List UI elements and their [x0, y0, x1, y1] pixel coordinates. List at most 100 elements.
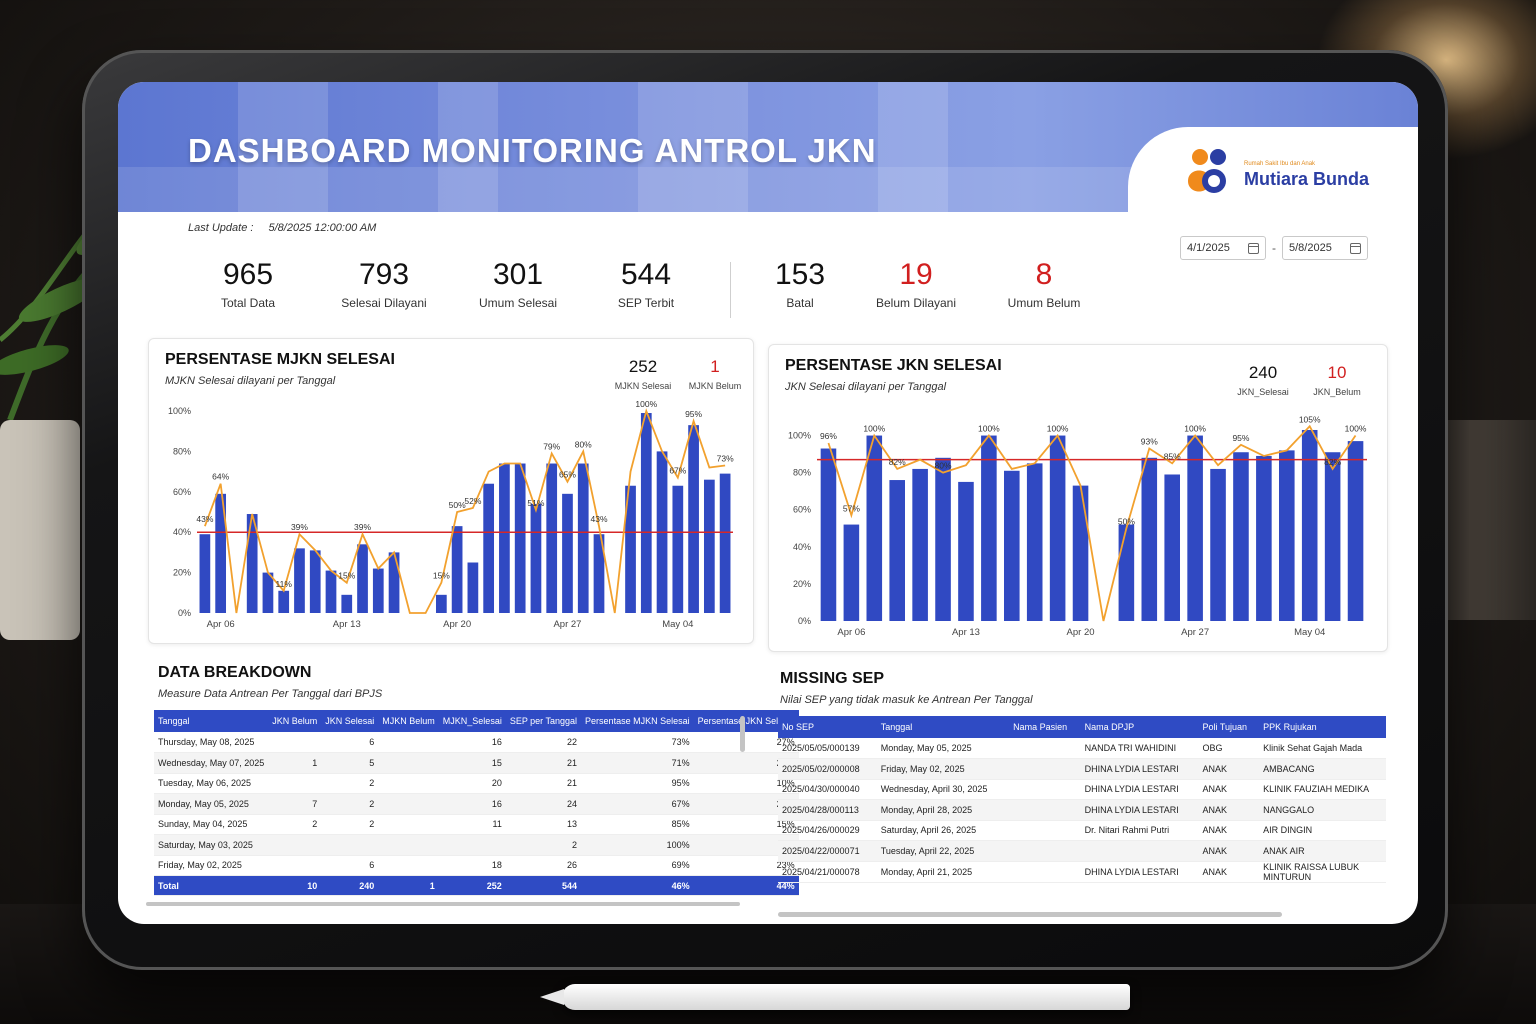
- table-cell: 21: [505, 752, 582, 774]
- table-cell: 21: [505, 773, 582, 794]
- x-tick-label: Apr 20: [443, 619, 471, 630]
- table-row[interactable]: 2025/04/21/000078 Monday, April 21, 2025 D…: [778, 861, 1386, 883]
- table-cell: [1009, 758, 1081, 780]
- table-cell: ANAK: [1198, 799, 1260, 821]
- col-header[interactable]: Persentase MJKN Selesai: [581, 710, 694, 732]
- bar: [246, 514, 258, 613]
- table-cell: 2: [505, 834, 582, 856]
- bar: [1026, 463, 1043, 621]
- bar: [1187, 435, 1203, 621]
- table-cell: 2025/04/26/000029: [778, 820, 877, 841]
- data-label: 65%: [559, 470, 576, 480]
- y-tick-label: 40%: [173, 527, 191, 537]
- data-label: 100%: [978, 424, 1000, 434]
- start-date-input[interactable]: 4/1/2025: [1180, 236, 1266, 260]
- table-cell: [378, 834, 439, 856]
- table-cell: [378, 814, 439, 835]
- bar: [843, 524, 860, 621]
- kpi-value: 793: [358, 258, 410, 291]
- breakdown-subtitle: Measure Data Antrean Per Tanggal dari BP…: [158, 688, 383, 700]
- bar: [372, 568, 384, 613]
- breakdown-scrollbar[interactable]: [740, 716, 745, 752]
- y-tick-label: 0%: [798, 616, 811, 626]
- table-row[interactable]: Saturday, May 03, 2025 2 100%: [154, 834, 799, 856]
- calendar-icon[interactable]: [1350, 242, 1361, 254]
- data-label: 95%: [1232, 433, 1249, 443]
- table-cell: Saturday, April 26, 2025: [876, 820, 1010, 841]
- table-cell: 2025/04/22/000071: [778, 840, 877, 862]
- table-cell: Tuesday, May 06, 2025: [154, 773, 269, 794]
- table-cell: 2025/04/28/000113: [778, 799, 877, 821]
- table-cell: [693, 834, 799, 856]
- bar: [820, 448, 837, 621]
- table-cell: [1009, 738, 1081, 759]
- data-label: 100%: [863, 424, 885, 434]
- y-tick-label: 60%: [793, 505, 811, 515]
- col-header[interactable]: JKN Belum: [268, 710, 322, 732]
- col-header[interactable]: MJKN_Selesai: [438, 710, 506, 732]
- table-row[interactable]: 2025/04/28/000113 Monday, April 28, 2025 D…: [778, 799, 1386, 821]
- table-cell: DHINA LYDIA LESTARI: [1080, 861, 1199, 883]
- x-tick-label: Apr 13: [333, 619, 361, 630]
- end-date-input[interactable]: 5/8/2025: [1282, 236, 1368, 260]
- col-header[interactable]: Nama DPJP: [1080, 716, 1199, 738]
- jkn-selesai-stat: 240 JKN_Selesai: [1223, 363, 1303, 397]
- data-label: 51%: [527, 498, 544, 508]
- col-header[interactable]: Persentase JKN Selesai: [693, 710, 799, 732]
- table-cell: 95%: [581, 773, 694, 794]
- mjkn-chart-title: PERSENTASE MJKN SELESAI: [165, 351, 395, 368]
- kpi-sep-terbit: 544 SEP Terbit: [576, 258, 716, 310]
- table-cell: [1009, 820, 1081, 841]
- bar: [467, 562, 479, 613]
- table-cell: [1009, 861, 1081, 883]
- col-header[interactable]: MJKN Belum: [378, 710, 439, 732]
- table-cell: [378, 773, 439, 794]
- table-cell: 6: [321, 732, 379, 753]
- bar: [262, 572, 274, 613]
- table-row[interactable]: Friday, May 02, 2025 6 18 26 69% 23%: [154, 855, 799, 876]
- table-cell: ANAK AIR: [1259, 840, 1386, 862]
- bar: [546, 463, 558, 613]
- calendar-icon[interactable]: [1248, 242, 1259, 254]
- bar: [483, 483, 495, 613]
- table-cell: [1080, 840, 1199, 862]
- dashboard-screen: DASHBOARD MONITORING ANTROL JKN Rumah Sa…: [118, 82, 1418, 924]
- missing-sep-h-scrollbar[interactable]: [778, 912, 1282, 917]
- table-row[interactable]: Sunday, May 04, 2025 2 2 11 13 85% 15%: [154, 814, 799, 835]
- table-row[interactable]: 2025/04/22/000071 Tuesday, April 22, 2025…: [778, 840, 1386, 862]
- x-tick-label: May 04: [1294, 627, 1325, 638]
- table-row[interactable]: Tuesday, May 06, 2025 2 20 21 95% 10%: [154, 773, 799, 794]
- data-label: 50%: [1118, 516, 1135, 526]
- breakdown-h-scrollbar[interactable]: [146, 902, 740, 906]
- table-cell: 13: [505, 814, 582, 835]
- bar: [435, 594, 447, 613]
- stat-value: 240: [1248, 363, 1278, 382]
- jkn-bar-chart: 0% 20% 40% 60% 80% 100% 96% 57% 100% 82% 80% 100% 10…: [788, 414, 1367, 638]
- table-row[interactable]: Thursday, May 08, 2025 6 16 22 73% 27%: [154, 732, 799, 753]
- table-cell: ANAK: [1198, 840, 1260, 862]
- table-cell: Dr. Nitari Rahmi Putri: [1080, 820, 1199, 841]
- jkn-chart-card: PERSENTASE JKN SELESAI JKN Selesai dilay…: [768, 344, 1388, 652]
- bar: [1324, 452, 1341, 621]
- bar: [1301, 429, 1318, 621]
- col-header[interactable]: PPK Rujukan: [1259, 716, 1386, 738]
- col-header[interactable]: Poli Tujuan: [1198, 716, 1260, 738]
- x-tick-label: Apr 06: [837, 627, 865, 638]
- table-row[interactable]: 2025/04/30/000040 Wednesday, April 30, 20…: [778, 779, 1386, 800]
- table-row[interactable]: 2025/04/26/000029 Saturday, April 26, 202…: [778, 820, 1386, 841]
- col-header[interactable]: JKN Selesai: [321, 710, 379, 732]
- col-header[interactable]: No SEP: [778, 716, 877, 738]
- table-cell: Monday, May 05, 2025: [154, 793, 269, 815]
- col-header[interactable]: SEP per Tanggal: [505, 710, 582, 732]
- col-header[interactable]: Nama Pasien: [1009, 716, 1081, 738]
- table-row[interactable]: 2025/05/02/000008 Friday, May 02, 2025 DHI…: [778, 758, 1386, 780]
- logo-name: Mutiara Bunda: [1244, 169, 1370, 189]
- table-cell: [378, 752, 439, 774]
- col-header[interactable]: Tanggal: [876, 716, 1010, 738]
- table-row[interactable]: 2025/05/05/000139 Monday, May 05, 2025 NAN…: [778, 738, 1386, 759]
- bar: [577, 463, 589, 613]
- col-header[interactable]: Tanggal: [154, 710, 269, 732]
- hospital-logo-icon: [1188, 149, 1226, 193]
